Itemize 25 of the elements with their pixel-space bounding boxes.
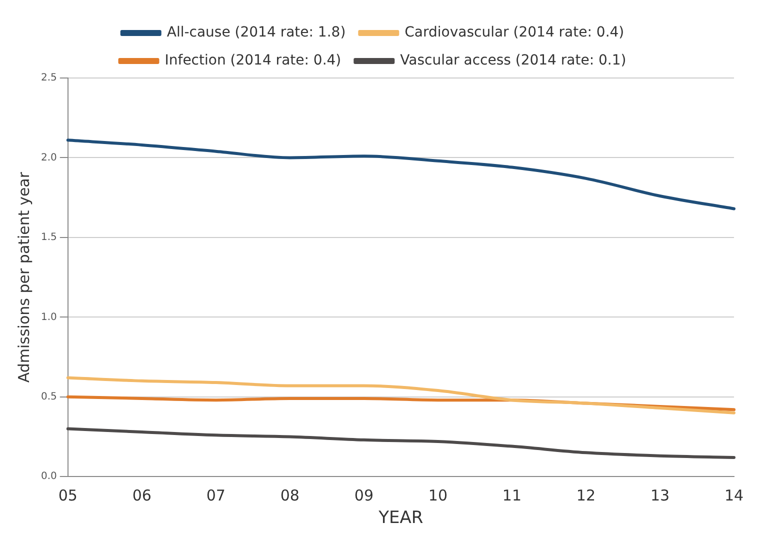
x-tick-label: 08 bbox=[280, 486, 300, 504]
x-tick-label: 06 bbox=[132, 486, 152, 504]
legend-label: Infection (2014 rate: 0.4) bbox=[164, 52, 342, 69]
x-tick-label: 11 bbox=[502, 486, 522, 504]
y-axis-title: Admissions per patient year bbox=[14, 171, 33, 383]
legend-label: All-cause (2014 rate: 1.8) bbox=[166, 24, 346, 41]
legend-label: Vascular access (2014 rate: 0.1) bbox=[400, 52, 626, 69]
x-tick-label: 05 bbox=[58, 486, 78, 504]
y-tick-label: 1.0 bbox=[40, 312, 57, 323]
x-tick-label: 09 bbox=[354, 486, 374, 504]
legend-label: Cardiovascular (2014 rate: 0.4) bbox=[404, 24, 624, 41]
line-series bbox=[66, 376, 736, 414]
x-axis-title: YEAR bbox=[378, 508, 424, 528]
line-series bbox=[66, 138, 736, 210]
line-series bbox=[66, 427, 736, 459]
x-tick-label: 10 bbox=[428, 486, 448, 504]
y-tick-label: 0.5 bbox=[40, 391, 57, 402]
x-tick-label: 12 bbox=[576, 486, 596, 504]
y-tick-label: 2.0 bbox=[40, 152, 57, 164]
x-tick-label: 07 bbox=[206, 486, 226, 504]
y-tick-label: 2.5 bbox=[40, 72, 57, 84]
y-tick-label: 1.5 bbox=[40, 232, 57, 244]
x-tick-label: 14 bbox=[724, 486, 744, 504]
x-tick-label: 13 bbox=[650, 486, 670, 504]
y-tick-label: 0.0 bbox=[40, 471, 57, 482]
